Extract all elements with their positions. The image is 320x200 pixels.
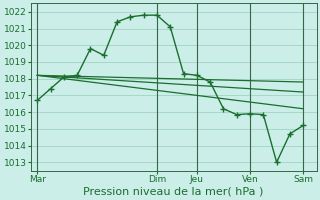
X-axis label: Pression niveau de la mer( hPa ): Pression niveau de la mer( hPa ) (84, 187, 264, 197)
